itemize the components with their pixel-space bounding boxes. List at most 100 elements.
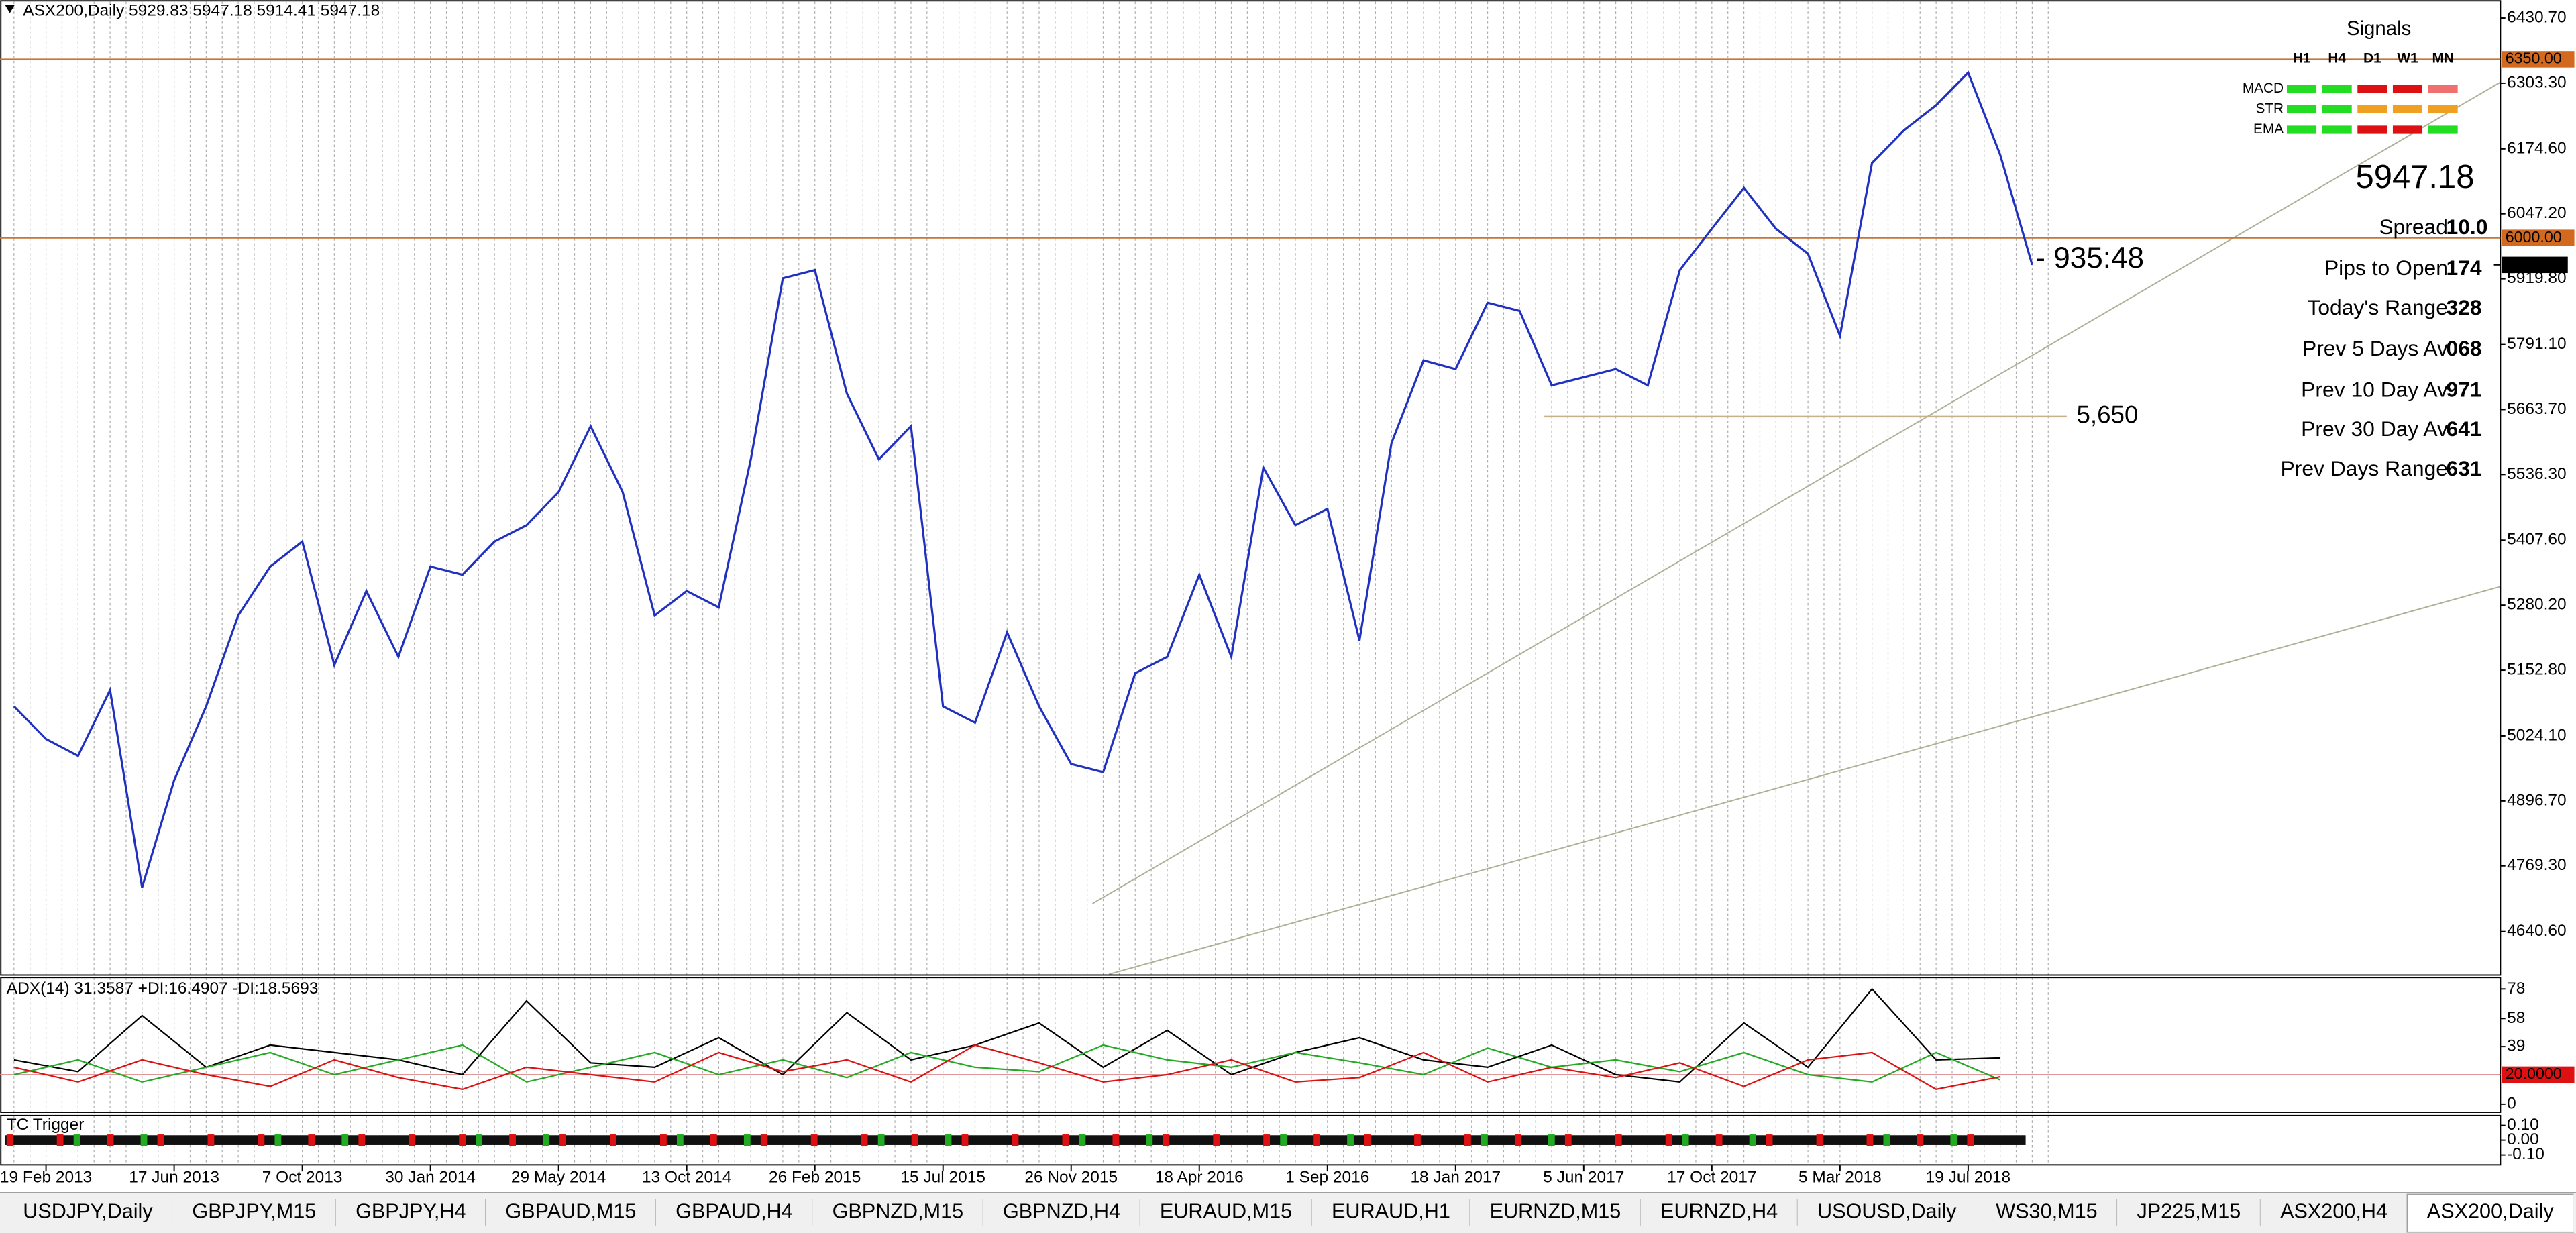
- y-tick-label: 5280.20: [2507, 596, 2566, 614]
- tab-background[interactable]: [1470, 1194, 1641, 1232]
- info-value: 068: [2447, 336, 2482, 360]
- countdown-timer: - 935:48: [2035, 242, 2144, 274]
- signal-cell: [2357, 85, 2387, 93]
- price-frame: [0, 0, 2502, 976]
- y-tick-label: 6174.60: [2507, 139, 2566, 157]
- trigger-mark: [1682, 1134, 1689, 1146]
- tab-label[interactable]: GBPAUD,M15: [505, 1199, 636, 1222]
- tab-background[interactable]: [983, 1194, 1140, 1232]
- tab-background[interactable]: [1797, 1194, 1976, 1232]
- x-tick-label: 5 Mar 2018: [1799, 1168, 1882, 1186]
- x-tick-label: 7 Oct 2013: [262, 1168, 343, 1186]
- support-label: 5,650: [2077, 401, 2139, 429]
- signal-cell: [2357, 125, 2387, 134]
- tab-background[interactable]: [655, 1194, 813, 1232]
- tab-label[interactable]: USOUSD,Daily: [1817, 1199, 1957, 1222]
- signal-cell: [2286, 125, 2317, 134]
- tab-label[interactable]: ASX200,H4: [2280, 1199, 2387, 1222]
- tab-label[interactable]: GBPJPY,H4: [356, 1199, 466, 1222]
- trigger-mark: [1213, 1134, 1220, 1146]
- y-tick-label: 4769.30: [2507, 856, 2566, 874]
- tab-label[interactable]: EURNZD,M15: [1490, 1199, 1621, 1222]
- tab-background[interactable]: [1640, 1194, 1798, 1232]
- tab-background[interactable]: [335, 1194, 486, 1232]
- trigger-mark: [710, 1134, 717, 1146]
- tab-label[interactable]: GBPNZD,M15: [833, 1199, 964, 1222]
- adx-frame: [0, 977, 2502, 1113]
- trigger-mark: [760, 1134, 767, 1146]
- tab-label[interactable]: USDJPY,Daily: [23, 1199, 153, 1222]
- tab-label[interactable]: WS30,M15: [1996, 1199, 2097, 1222]
- tab-label[interactable]: JP225,M15: [2137, 1199, 2241, 1222]
- y-tick-label: -0.10: [2507, 1145, 2544, 1163]
- tab-background[interactable]: [1140, 1194, 1312, 1232]
- trigger-mark: [157, 1134, 164, 1146]
- info-value: 174: [2447, 256, 2482, 280]
- x-tick-label: 18 Apr 2016: [1155, 1168, 1244, 1186]
- trigger-mark: [207, 1134, 215, 1146]
- tab-background[interactable]: [3, 1194, 173, 1232]
- tab-background[interactable]: [812, 1194, 983, 1232]
- tab-label[interactable]: EURAUD,H1: [1332, 1199, 1450, 1222]
- signal-row-label: STR: [2255, 101, 2284, 116]
- tab-label[interactable]: GBPJPY,M15: [192, 1199, 316, 1222]
- trigger-mark: [861, 1134, 868, 1146]
- tab-background[interactable]: [485, 1194, 656, 1232]
- signal-cell: [2322, 105, 2352, 113]
- y-tick-label: 5663.70: [2507, 400, 2566, 418]
- tab-label[interactable]: EURNZD,H4: [1660, 1199, 1778, 1222]
- signal-cell: [2392, 105, 2423, 113]
- trigger-mark: [676, 1134, 684, 1146]
- trigger-mark: [743, 1134, 751, 1146]
- y-tick-label: 5152.80: [2507, 661, 2566, 679]
- trigger-mark: [1146, 1134, 1153, 1146]
- tab-background[interactable]: [2573, 1194, 2576, 1232]
- y-tick-label: 5536.30: [2507, 465, 2566, 483]
- tab-background[interactable]: [1976, 1194, 2118, 1232]
- info-label: Prev 5 Days Av: [2302, 336, 2448, 360]
- tab-label[interactable]: ASX200,Daily: [2427, 1199, 2555, 1222]
- trigger-mark: [1665, 1134, 1672, 1146]
- trigger-mark: [140, 1134, 148, 1146]
- info-label: Spread: [2379, 215, 2448, 239]
- tab-background[interactable]: [2260, 1194, 2408, 1232]
- menu-triangle[interactable]: [5, 5, 15, 13]
- trigger-mark: [1749, 1134, 1756, 1146]
- trigger-mark: [559, 1134, 566, 1146]
- info-label: Prev 30 Day Av: [2301, 417, 2448, 441]
- trigger-mark: [1062, 1134, 1069, 1146]
- signal-cell: [2428, 125, 2458, 134]
- y-tick-label: 4640.60: [2507, 922, 2566, 940]
- tab-background[interactable]: [1311, 1194, 1470, 1232]
- x-tick-label: 29 May 2014: [511, 1168, 606, 1186]
- trigger-mark: [945, 1134, 952, 1146]
- signal-row-label: EMA: [2253, 121, 2284, 137]
- trigger-mark: [961, 1134, 969, 1146]
- trigger-mark: [1364, 1134, 1371, 1146]
- y-tick-label: 5791.10: [2507, 335, 2566, 353]
- trigger-mark: [1883, 1134, 1890, 1146]
- tab-background[interactable]: [2117, 1194, 2261, 1232]
- tab-background[interactable]: [2406, 1193, 2574, 1233]
- trigger-mark: [476, 1134, 483, 1146]
- y-tick-label: 4896.70: [2507, 791, 2566, 809]
- tab-background[interactable]: [172, 1194, 336, 1232]
- x-tick-label: 13 Oct 2014: [642, 1168, 731, 1186]
- price-line: [13, 70, 2033, 888]
- adx-title: ADX(14) 31.3587 +DI:16.4907 -DI:18.5693: [7, 979, 319, 998]
- trigger-mark: [308, 1134, 315, 1146]
- trigger-mark: [1715, 1134, 1723, 1146]
- trigger-mark: [258, 1134, 265, 1146]
- y-tick-label: 0.10: [2507, 1116, 2539, 1134]
- signal-cell: [2428, 105, 2458, 113]
- tab-label[interactable]: EURAUD,M15: [1160, 1199, 1292, 1222]
- tab-label[interactable]: GBPAUD,H4: [676, 1199, 793, 1222]
- trigger-mark: [1079, 1134, 1086, 1146]
- info-value: 631: [2447, 456, 2482, 480]
- info-label: Today's Range: [2307, 295, 2448, 319]
- trigger-mark: [1347, 1134, 1354, 1146]
- tab-label[interactable]: GBPNZD,H4: [1003, 1199, 1120, 1222]
